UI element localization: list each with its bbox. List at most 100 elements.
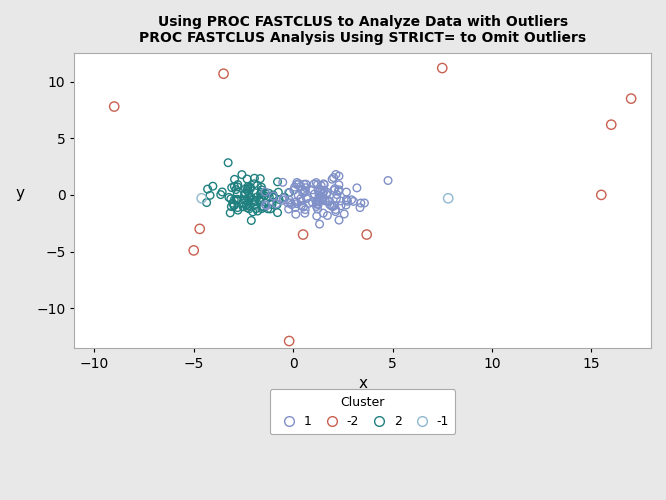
Point: [232, 190, 242, 198]
Point: [314, 188, 325, 196]
Point: [272, 178, 283, 186]
Point: [278, 178, 288, 186]
Point: [188, 246, 199, 254]
Point: [314, 191, 324, 199]
Point: [341, 201, 352, 209]
Point: [332, 190, 342, 198]
Point: [244, 205, 254, 213]
Point: [266, 200, 277, 208]
Point: [294, 180, 304, 188]
Point: [225, 209, 236, 217]
Point: [341, 196, 352, 203]
Point: [272, 208, 283, 216]
Point: [218, 70, 229, 78]
Point: [236, 170, 247, 178]
Point: [298, 230, 308, 238]
Point: [356, 199, 366, 207]
Point: [260, 201, 270, 209]
Point: [324, 197, 334, 205]
Point: [244, 183, 255, 191]
Point: [383, 176, 394, 184]
Point: [251, 204, 262, 212]
Point: [321, 190, 332, 198]
Point: [318, 209, 328, 217]
Point: [265, 205, 276, 213]
Point: [240, 185, 250, 193]
Point: [244, 202, 255, 210]
Point: [260, 188, 270, 196]
Point: [264, 193, 274, 201]
Point: [226, 202, 236, 210]
Point: [256, 188, 266, 196]
Point: [317, 194, 328, 202]
Point: [330, 170, 341, 178]
Point: [336, 202, 346, 210]
Point: [300, 209, 310, 217]
Point: [314, 194, 325, 202]
Point: [298, 203, 309, 211]
Point: [309, 190, 320, 198]
Point: [244, 194, 254, 202]
Point: [302, 194, 313, 202]
Point: [318, 180, 329, 188]
Point: [328, 174, 339, 182]
Point: [279, 194, 290, 202]
Point: [243, 198, 254, 206]
Point: [196, 194, 207, 202]
Point: [268, 191, 278, 199]
Point: [278, 196, 288, 204]
Point: [232, 206, 243, 214]
Point: [255, 174, 266, 182]
Point: [208, 182, 218, 190]
Point: [256, 186, 267, 194]
Point: [322, 188, 333, 196]
Point: [215, 190, 226, 198]
Point: [292, 200, 302, 207]
Point: [284, 337, 294, 345]
Point: [232, 204, 243, 212]
Point: [242, 204, 252, 212]
Point: [259, 192, 270, 200]
Point: [243, 188, 254, 196]
Point: [229, 202, 240, 209]
Point: [341, 196, 352, 204]
Point: [194, 225, 205, 233]
Point: [311, 202, 322, 210]
Point: [328, 202, 338, 210]
Point: [289, 183, 300, 191]
Point: [299, 187, 310, 195]
Point: [266, 198, 277, 206]
Point: [318, 190, 328, 198]
Point: [311, 178, 322, 186]
Point: [271, 200, 282, 208]
Point: [296, 202, 307, 209]
Point: [292, 178, 302, 186]
Point: [346, 196, 357, 204]
Point: [298, 188, 308, 196]
Point: [268, 194, 279, 202]
Point: [232, 196, 242, 203]
Point: [264, 190, 274, 198]
Point: [240, 190, 250, 198]
Point: [256, 183, 267, 191]
Point: [313, 186, 324, 194]
Point: [239, 196, 250, 203]
Point: [315, 194, 326, 202]
Point: [232, 180, 243, 188]
Point: [626, 94, 637, 102]
Point: [312, 200, 322, 208]
Point: [339, 210, 350, 218]
Point: [284, 188, 294, 196]
Point: [348, 198, 359, 205]
Point: [229, 176, 240, 184]
Point: [326, 202, 337, 210]
Point: [228, 199, 238, 207]
Point: [241, 202, 252, 209]
Point: [224, 194, 234, 202]
Point: [278, 194, 288, 202]
Point: [231, 196, 242, 203]
Point: [296, 197, 306, 205]
Point: [226, 195, 236, 203]
Point: [249, 201, 260, 209]
Point: [359, 199, 370, 207]
